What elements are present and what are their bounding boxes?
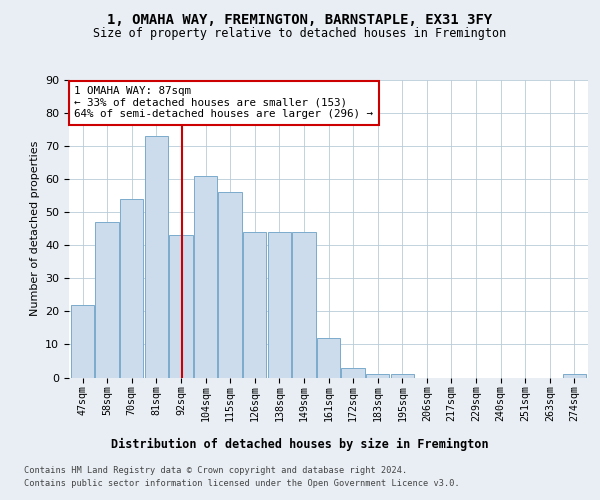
Text: Contains HM Land Registry data © Crown copyright and database right 2024.: Contains HM Land Registry data © Crown c… <box>24 466 407 475</box>
Bar <box>194 176 217 378</box>
Bar <box>95 222 119 378</box>
Bar <box>71 305 94 378</box>
Text: 1 OMAHA WAY: 87sqm
← 33% of detached houses are smaller (153)
64% of semi-detach: 1 OMAHA WAY: 87sqm ← 33% of detached hou… <box>74 86 373 119</box>
Bar <box>145 136 168 378</box>
Text: Contains public sector information licensed under the Open Government Licence v3: Contains public sector information licen… <box>24 479 460 488</box>
Bar <box>341 368 365 378</box>
Bar <box>268 232 291 378</box>
Bar <box>317 338 340 378</box>
Bar <box>169 236 193 378</box>
Bar <box>366 374 389 378</box>
Bar <box>292 232 316 378</box>
Text: 1, OMAHA WAY, FREMINGTON, BARNSTAPLE, EX31 3FY: 1, OMAHA WAY, FREMINGTON, BARNSTAPLE, EX… <box>107 12 493 26</box>
Y-axis label: Number of detached properties: Number of detached properties <box>29 141 40 316</box>
Text: Distribution of detached houses by size in Fremington: Distribution of detached houses by size … <box>111 438 489 450</box>
Bar <box>243 232 266 378</box>
Bar <box>563 374 586 378</box>
Bar <box>120 199 143 378</box>
Text: Size of property relative to detached houses in Fremington: Size of property relative to detached ho… <box>94 28 506 40</box>
Bar <box>391 374 414 378</box>
Bar <box>218 192 242 378</box>
